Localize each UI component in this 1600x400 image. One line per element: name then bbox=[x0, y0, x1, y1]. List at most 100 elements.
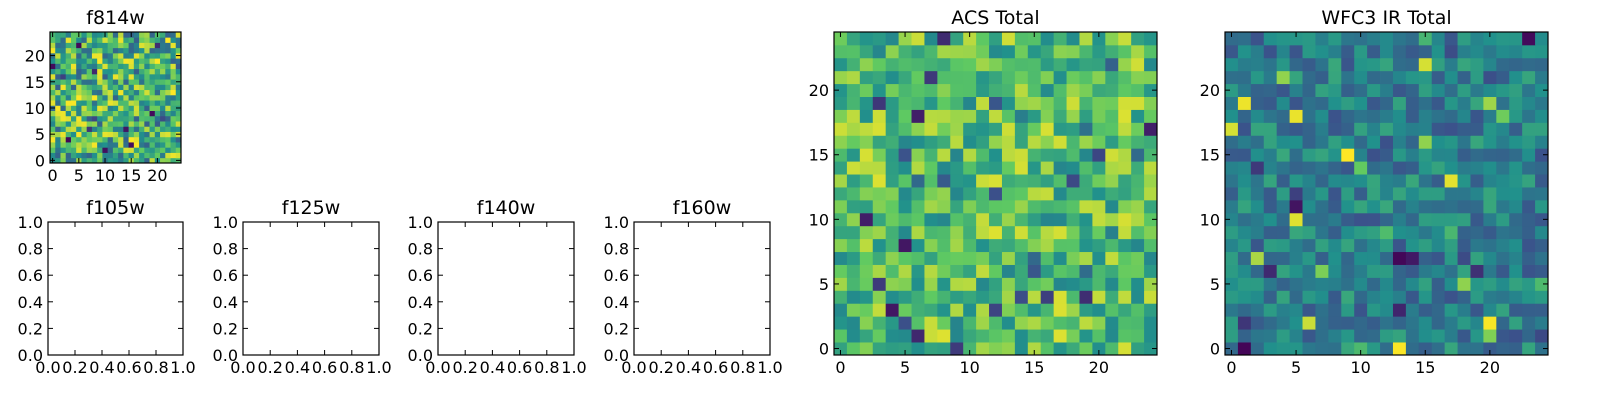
heatmap-cell bbox=[76, 42, 82, 49]
heatmap-cell bbox=[872, 225, 887, 240]
heatmap-cell bbox=[1001, 277, 1016, 291]
heatmap-cell bbox=[60, 42, 67, 49]
heatmap-cell bbox=[1053, 96, 1067, 110]
heatmap-cell bbox=[118, 73, 124, 80]
heatmap-cell bbox=[76, 89, 82, 96]
heatmap-cell bbox=[1001, 32, 1016, 46]
heatmap-cell bbox=[963, 277, 977, 291]
heatmap-cell bbox=[924, 148, 938, 162]
heatmap-cell bbox=[1040, 238, 1055, 253]
heatmap-cell bbox=[924, 32, 938, 46]
heatmap-cell bbox=[139, 147, 145, 153]
heatmap-cell bbox=[70, 89, 77, 96]
heatmap-cell bbox=[165, 105, 171, 111]
heatmap-cell bbox=[1027, 83, 1042, 97]
heatmap-cell bbox=[154, 152, 161, 159]
heatmap-cell bbox=[1066, 148, 1080, 162]
y-tick-label: 0 bbox=[1210, 340, 1220, 359]
heatmap-cell bbox=[144, 42, 150, 49]
heatmap-cell bbox=[118, 79, 124, 85]
heatmap-cell bbox=[1392, 135, 1407, 149]
heatmap-cell bbox=[160, 68, 166, 75]
heatmap-cell bbox=[898, 251, 912, 265]
heatmap-cell bbox=[1341, 251, 1355, 265]
heatmap-cell bbox=[149, 58, 156, 64]
y-tick-label: 0.0 bbox=[213, 346, 238, 365]
heatmap-cell bbox=[97, 94, 103, 101]
heatmap-cell bbox=[1315, 290, 1329, 304]
heatmap-cell bbox=[118, 68, 124, 75]
heatmap-cell bbox=[112, 126, 119, 132]
heatmap-cell bbox=[1079, 109, 1093, 123]
heatmap-cell bbox=[1457, 238, 1471, 253]
heatmap-cell bbox=[1431, 187, 1446, 201]
heatmap-cell bbox=[70, 147, 77, 153]
heatmap-cell bbox=[118, 136, 124, 143]
heatmap-cell bbox=[885, 251, 899, 265]
heatmap-cell bbox=[97, 115, 103, 122]
heatmap-cell bbox=[1522, 264, 1536, 278]
heatmap-cell bbox=[1315, 264, 1329, 278]
heatmap-cell bbox=[139, 136, 145, 143]
heatmap-cell bbox=[1079, 83, 1093, 97]
heatmap-cell bbox=[1131, 44, 1145, 59]
heatmap-cell bbox=[1079, 135, 1093, 149]
heatmap-cell bbox=[1079, 251, 1093, 265]
heatmap-cell bbox=[950, 44, 964, 59]
heatmap-cell bbox=[1302, 329, 1316, 343]
heatmap-cell bbox=[1496, 135, 1510, 149]
heatmap-cell bbox=[1431, 135, 1446, 149]
heatmap-cell bbox=[1001, 96, 1016, 110]
heatmap-cell bbox=[1131, 70, 1145, 85]
axes-frame bbox=[1224, 31, 1549, 356]
heatmap-cell bbox=[885, 161, 899, 175]
heatmap-cell bbox=[1105, 122, 1119, 136]
heatmap-cell bbox=[1118, 251, 1132, 265]
heatmap-cell bbox=[1535, 83, 1549, 97]
heatmap-cell bbox=[1237, 187, 1252, 201]
heatmap-cell bbox=[1367, 135, 1381, 149]
heatmap-cell bbox=[1444, 316, 1458, 330]
heatmap-cell bbox=[859, 187, 874, 201]
heatmap-cell bbox=[1263, 109, 1278, 123]
heatmap-cell bbox=[81, 94, 88, 101]
heatmap-cell bbox=[1105, 212, 1119, 227]
heatmap-cell bbox=[963, 316, 977, 330]
heatmap-cell bbox=[1066, 70, 1080, 85]
heatmap-cell bbox=[1392, 342, 1407, 356]
heatmap-cell bbox=[1014, 135, 1029, 149]
heatmap-cell bbox=[70, 126, 77, 132]
heatmap-cell bbox=[1105, 83, 1119, 97]
heatmap-cell bbox=[91, 110, 98, 117]
heatmap-cell bbox=[65, 73, 72, 80]
heatmap-cell bbox=[1405, 225, 1420, 240]
heatmap-cell bbox=[55, 142, 61, 148]
heatmap-cell bbox=[123, 142, 129, 148]
heatmap-cell bbox=[1444, 83, 1458, 97]
x-tick-label: 0.2 bbox=[257, 358, 282, 377]
heatmap-cell bbox=[1380, 342, 1394, 356]
heatmap-cell bbox=[1535, 238, 1549, 253]
heatmap-cell bbox=[170, 58, 177, 64]
heatmap-cell bbox=[950, 83, 964, 97]
heatmap-cell bbox=[898, 212, 912, 227]
heatmap-cell bbox=[976, 212, 990, 227]
heatmap-cell bbox=[1418, 316, 1433, 330]
heatmap-cell bbox=[1118, 32, 1132, 46]
heatmap-cell bbox=[123, 115, 129, 122]
heatmap-cell bbox=[149, 136, 156, 143]
heatmap-cell bbox=[1380, 57, 1394, 72]
heatmap-cell bbox=[139, 152, 145, 159]
heatmap-cell bbox=[70, 136, 77, 143]
heatmap-cell bbox=[170, 32, 177, 38]
heatmap-cell bbox=[1367, 122, 1381, 136]
heatmap-cell bbox=[834, 44, 848, 59]
heatmap-cell bbox=[1341, 96, 1355, 110]
heatmap-cell bbox=[133, 32, 140, 38]
heatmap-cell bbox=[1027, 303, 1042, 317]
heatmap-cell bbox=[1367, 225, 1381, 240]
heatmap-cell bbox=[1328, 264, 1342, 278]
heatmap-cell bbox=[123, 32, 129, 38]
x-tick-label: 10 bbox=[1350, 358, 1370, 377]
heatmap-cell bbox=[154, 136, 161, 143]
